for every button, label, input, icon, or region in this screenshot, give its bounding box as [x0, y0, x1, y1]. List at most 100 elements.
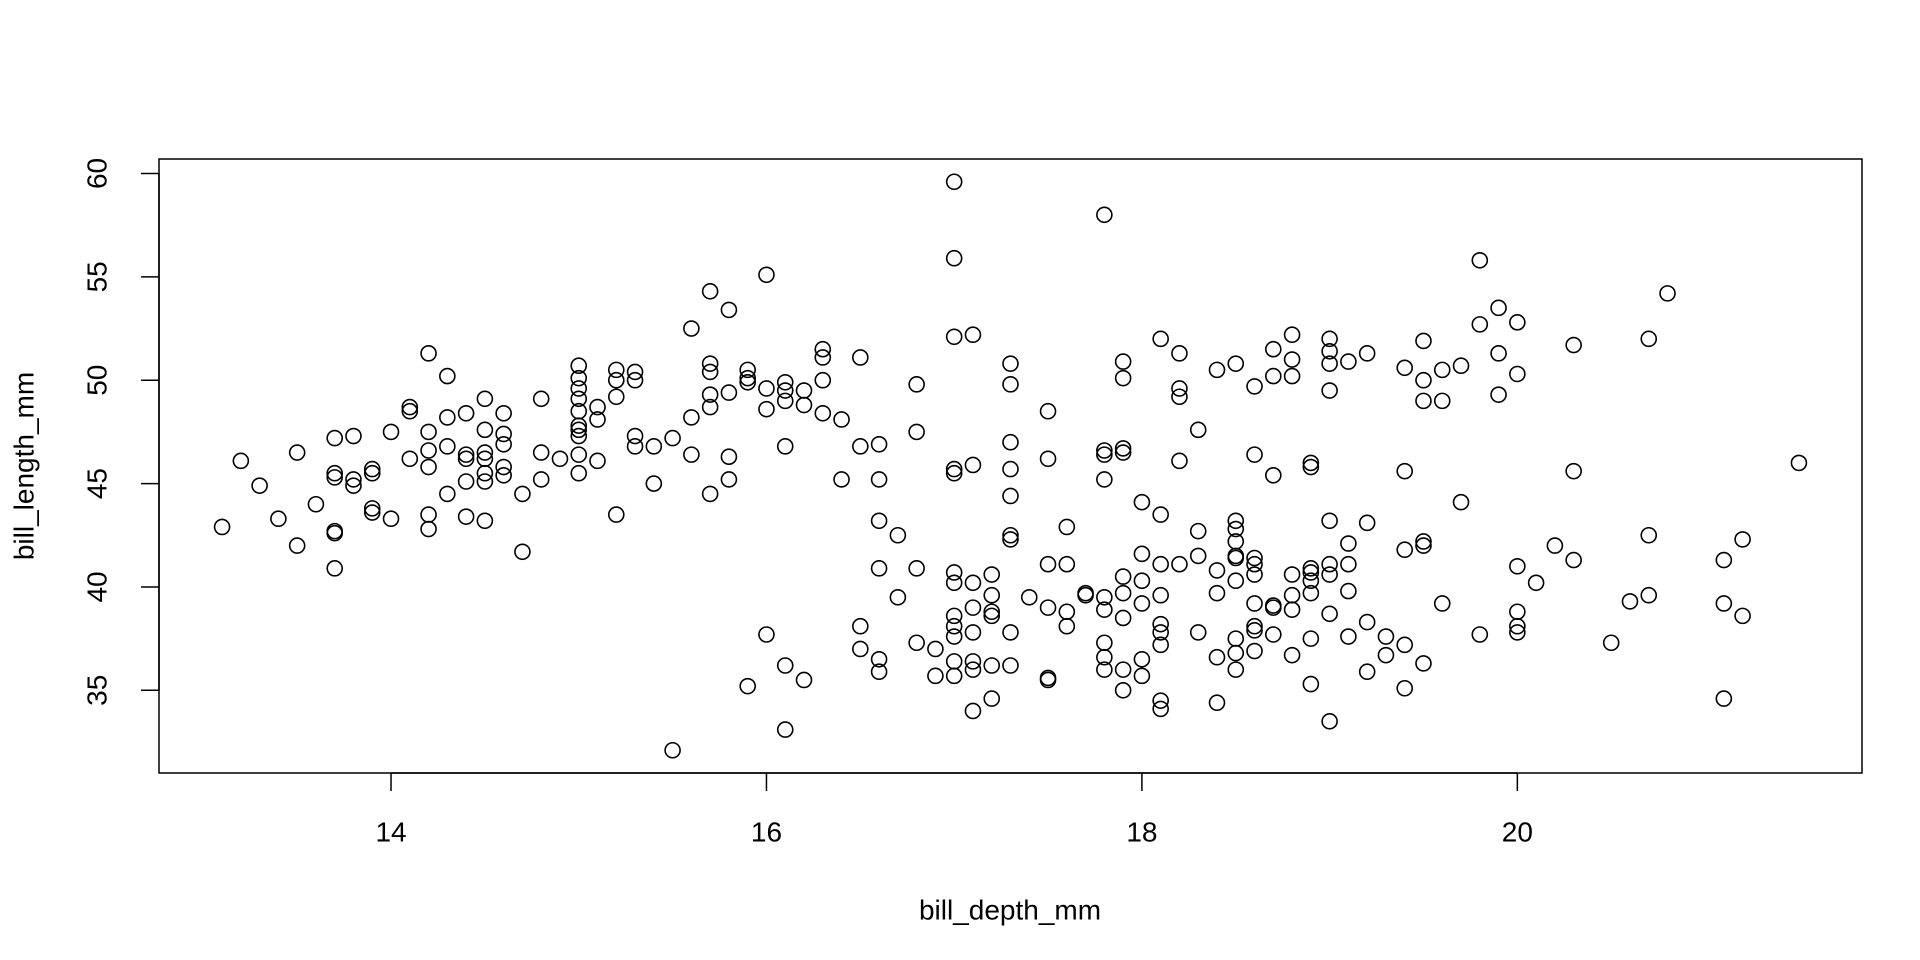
point	[326, 464, 344, 482]
point	[889, 526, 907, 544]
point	[964, 661, 982, 678]
point	[1283, 367, 1301, 385]
point	[457, 508, 475, 525]
point	[1302, 560, 1320, 577]
point	[1208, 648, 1226, 666]
point	[776, 657, 794, 674]
point	[1565, 336, 1582, 354]
y-axis-label: bill_length_mm	[8, 372, 39, 560]
point	[1133, 650, 1151, 668]
point	[1114, 682, 1132, 699]
point	[1152, 700, 1169, 718]
point	[870, 471, 888, 488]
point	[1039, 402, 1057, 420]
point	[1152, 555, 1169, 573]
point	[720, 471, 738, 488]
point	[1002, 526, 1019, 544]
point	[1096, 206, 1113, 224]
point	[476, 464, 494, 482]
point	[1283, 646, 1301, 664]
point	[570, 417, 588, 434]
point	[720, 384, 738, 401]
point	[739, 373, 756, 391]
point	[1546, 537, 1564, 554]
point	[945, 628, 963, 645]
point	[1509, 365, 1526, 383]
point	[1415, 537, 1432, 554]
point	[645, 475, 663, 492]
point	[1208, 694, 1226, 712]
point	[270, 510, 287, 528]
point	[1302, 454, 1320, 472]
point	[476, 390, 494, 408]
point	[1189, 421, 1207, 439]
point	[908, 560, 925, 577]
point	[1640, 330, 1658, 348]
x-tick-label: 16	[751, 816, 782, 847]
point	[1340, 628, 1357, 645]
point	[1396, 359, 1414, 377]
point	[1246, 446, 1263, 463]
point	[1208, 562, 1226, 579]
point	[326, 429, 344, 447]
point	[626, 363, 644, 381]
y-tick-label: 35	[81, 675, 112, 706]
point	[1002, 460, 1019, 478]
point	[1565, 462, 1582, 480]
point	[1415, 392, 1432, 410]
x-tick-label: 14	[375, 816, 406, 847]
point	[495, 404, 512, 422]
point	[1246, 642, 1263, 660]
point	[607, 388, 625, 406]
point	[1002, 657, 1019, 674]
point	[570, 427, 588, 445]
point	[927, 640, 944, 658]
point	[1002, 355, 1019, 372]
point	[1265, 340, 1282, 358]
point	[1096, 588, 1113, 606]
point	[1227, 630, 1245, 647]
point	[232, 452, 250, 470]
point	[1058, 617, 1076, 635]
point	[1790, 454, 1808, 472]
point	[1509, 557, 1526, 575]
point	[382, 423, 400, 441]
point	[1527, 574, 1545, 592]
point	[1321, 342, 1338, 360]
x-tick-label: 20	[1502, 816, 1533, 847]
point	[345, 427, 362, 445]
point	[1002, 531, 1019, 548]
point	[852, 617, 869, 635]
point	[1283, 351, 1301, 368]
point	[1490, 345, 1507, 362]
point	[495, 467, 512, 484]
point	[345, 477, 362, 494]
point	[1340, 582, 1357, 600]
point	[1246, 622, 1263, 639]
point	[401, 402, 419, 420]
point	[758, 380, 775, 397]
point	[1715, 595, 1733, 612]
y-tick-label: 50	[81, 365, 112, 396]
point	[1602, 634, 1620, 652]
point	[1377, 646, 1395, 664]
point	[1509, 617, 1526, 635]
point	[1433, 595, 1451, 612]
point	[1077, 586, 1094, 604]
point	[945, 173, 963, 191]
point	[889, 588, 907, 606]
point	[1114, 568, 1132, 585]
point	[570, 380, 588, 397]
point	[570, 421, 588, 439]
point	[964, 456, 982, 474]
point	[795, 382, 813, 399]
point	[701, 355, 719, 372]
point	[476, 473, 494, 490]
point	[1565, 551, 1582, 569]
point	[964, 624, 982, 641]
point	[589, 398, 606, 416]
point	[758, 400, 775, 418]
point	[1433, 392, 1451, 410]
point	[1096, 661, 1113, 678]
